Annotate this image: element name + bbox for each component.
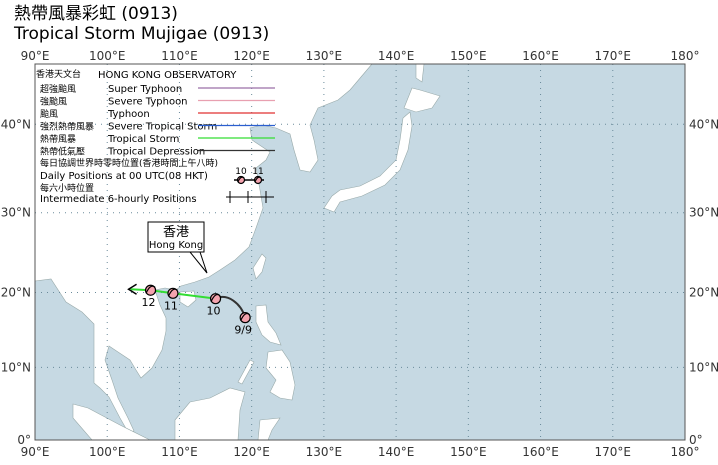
lon-label-top: 130°E	[306, 49, 343, 63]
taiwan	[252, 253, 267, 280]
lat-label-right: 10°N	[689, 360, 718, 374]
lon-label-top: 100°E	[89, 49, 126, 63]
track-position: 10	[207, 293, 222, 318]
sulawesi	[257, 417, 281, 441]
lat-label-right: 0°	[689, 433, 703, 447]
legend-zh: 熱帶風暴	[40, 133, 76, 145]
legend-6h-en: Intermediate 6-hourly Positions	[40, 194, 197, 205]
legend-daily-en: Daily Positions at 00 UTC(08 HKT)	[40, 171, 208, 182]
legend-org-zh: 香港天文台	[36, 68, 81, 80]
lon-label-bottom: 90°E	[21, 445, 50, 459]
legend-zh: 颱風	[40, 109, 58, 120]
track: 9/9 10 11 12	[127, 283, 252, 337]
lon-label-bottom: 180°	[671, 445, 700, 459]
lat-label-right: 30°N	[689, 206, 718, 220]
track-arrow	[127, 283, 137, 295]
lat-label-right: 40°N	[689, 117, 718, 131]
legend-en: Super Typhoon	[108, 84, 182, 95]
hk-zh: 香港	[163, 225, 189, 240]
lon-label-top: 90°E	[21, 49, 50, 63]
position-label: 9/9	[234, 324, 252, 337]
lon-label-top: 180°	[671, 49, 700, 63]
lat-label-left: 30°N	[1, 206, 31, 220]
position-label: 12	[142, 296, 156, 309]
lon-label-bottom: 120°E	[233, 445, 270, 459]
palawan	[237, 359, 255, 385]
lat-label-right: 20°N	[689, 286, 718, 300]
lon-label-bottom: 100°E	[89, 445, 126, 459]
track-position: 9/9	[234, 312, 252, 337]
japan	[323, 111, 413, 213]
callout-box	[147, 221, 205, 253]
position-symbol	[210, 293, 221, 302]
lon-label-top: 110°E	[161, 49, 198, 63]
luzon	[255, 304, 282, 346]
position-symbol	[145, 285, 156, 294]
position-symbol	[240, 312, 251, 321]
position-marker	[236, 175, 246, 185]
position-symbol	[237, 176, 245, 183]
lat-label-left: 40°N	[1, 117, 31, 131]
position-symbol	[167, 288, 178, 297]
track-position: 11	[164, 287, 179, 312]
legend-en: Tropical Depression	[107, 147, 205, 158]
lon-label-top: 140°E	[378, 49, 415, 63]
position-symbol	[254, 176, 262, 183]
legend: 香港天文台 HONG KONG OBSERVATORY 超強颱風 Super Ty…	[36, 68, 275, 205]
position-marker	[239, 312, 251, 324]
position-marker	[209, 293, 222, 305]
hong-kong-callout: 香港 Hong Kong	[147, 221, 208, 274]
lon-label-bottom: 170°E	[595, 445, 632, 459]
visayas-mindanao	[265, 349, 296, 401]
legend-zh: 強烈熱帶風暴	[40, 121, 94, 133]
position-label: 10	[207, 305, 221, 318]
legend-sample-label: 10	[235, 167, 247, 177]
lon-label-top: 150°E	[450, 49, 487, 63]
position-label: 11	[164, 299, 178, 312]
legend-zh: 強颱風	[40, 96, 67, 108]
position-marker	[167, 287, 179, 299]
hk-en: Hong Kong	[149, 240, 203, 251]
lon-label-bottom: 110°E	[161, 445, 198, 459]
legend-daily-zh: 每日協調世界時零時位置(香港時間上午八時)	[40, 157, 218, 169]
title-en: Tropical Storm Mujigae (0913)	[13, 24, 269, 44]
legend-en: Severe Tropical Storm	[108, 122, 217, 133]
map-frame	[34, 63, 686, 441]
track-tropical-storm	[130, 288, 216, 300]
lon-label-top: 160°E	[522, 49, 559, 63]
hokkaido	[403, 87, 441, 113]
legend-zh: 熱帶低氣壓	[40, 146, 85, 158]
lon-label-bottom: 150°E	[450, 445, 487, 459]
lon-label-bottom: 160°E	[522, 445, 559, 459]
track-position: 12	[142, 284, 157, 309]
callout-pointer	[189, 251, 208, 274]
lon-label-bottom: 130°E	[306, 445, 343, 459]
lat-label-left: 0°	[17, 433, 31, 447]
position-marker	[144, 284, 157, 296]
lat-label-left: 10°N	[1, 360, 31, 374]
lon-label-top: 120°E	[233, 49, 270, 63]
legend-sample-label: 11	[252, 167, 263, 177]
legend-org-en: HONG KONG OBSERVATORY	[98, 70, 237, 81]
position-marker	[253, 175, 263, 185]
lat-label-left: 20°N	[1, 286, 31, 300]
lon-label-bottom: 140°E	[378, 445, 415, 459]
legend-6h-zh: 每六小時位置	[40, 182, 94, 194]
title-zh: 熱帶風暴彩虹 (0913)	[14, 4, 178, 24]
lon-label-top: 170°E	[595, 49, 632, 63]
legend-en: Typhoon	[107, 109, 150, 120]
legend-zh: 超強颱風	[40, 83, 76, 95]
legend-en: Severe Typhoon	[108, 97, 188, 108]
legend-en: Tropical Storm	[107, 134, 179, 145]
